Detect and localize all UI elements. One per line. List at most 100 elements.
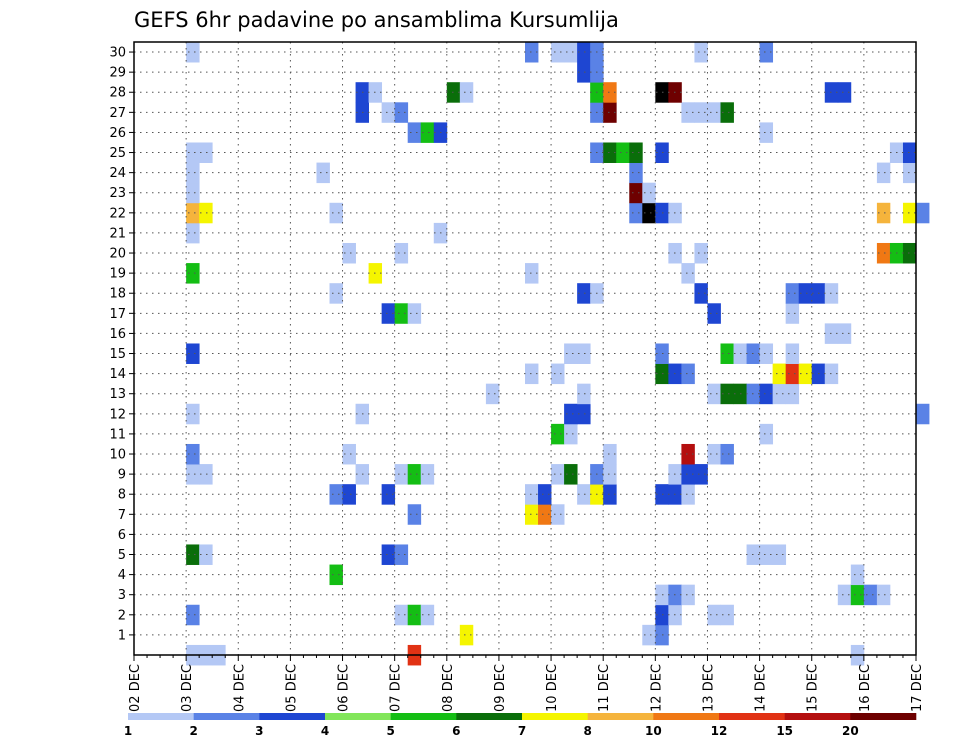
precip-cell	[603, 102, 617, 123]
precip-cell	[381, 102, 396, 123]
y-axis: 1234567891011121314151617181920212223242…	[109, 46, 134, 643]
y-tick-label: 5	[118, 548, 126, 563]
precip-cell	[394, 303, 409, 324]
precip-cell	[759, 122, 774, 143]
color-legend: 1 2 3 4 5 6 7 8 10 12 15 20	[124, 713, 917, 738]
precip-cell	[329, 283, 343, 304]
precip-cell	[577, 403, 591, 425]
precip-cell	[186, 182, 200, 204]
precip-cell	[785, 343, 800, 364]
precip-cell	[850, 564, 865, 586]
precip-cell	[707, 383, 721, 405]
precip-cell	[772, 363, 787, 385]
precip-cell	[629, 162, 643, 184]
x-tick-label: 12 DEC	[649, 664, 664, 712]
y-tick-label: 10	[109, 448, 126, 463]
precip-cell	[629, 182, 643, 204]
x-tick-label: 15 DEC	[806, 664, 821, 712]
precip-cell	[420, 122, 435, 143]
heatmap-cells	[186, 42, 930, 666]
precip-cell	[681, 102, 695, 123]
y-tick-label: 23	[109, 186, 126, 201]
precip-cell	[538, 504, 552, 525]
precip-cell	[525, 504, 539, 525]
x-tick-label: 05 DEC	[284, 664, 299, 712]
legend-label: 1	[124, 724, 132, 738]
precip-cell	[681, 363, 695, 385]
y-tick-label: 9	[118, 468, 126, 483]
precip-cell	[759, 343, 774, 364]
x-tick-label: 11 DEC	[597, 664, 612, 712]
y-tick-label: 8	[118, 488, 126, 503]
precip-cell	[329, 564, 343, 586]
precip-cell	[551, 363, 565, 385]
legend-label: 6	[452, 724, 460, 738]
precip-cell	[772, 544, 787, 565]
precip-cell	[616, 142, 630, 163]
precip-cell	[629, 142, 643, 163]
y-tick-label: 26	[109, 126, 126, 141]
precip-cell	[394, 464, 409, 485]
precip-cell	[837, 323, 852, 344]
legend-swatch	[456, 713, 523, 720]
precip-cell	[694, 283, 708, 304]
legend-swatch	[325, 713, 391, 720]
precip-cell	[525, 263, 539, 284]
legend-label: 2	[189, 724, 197, 738]
x-tick-label: 09 DEC	[493, 664, 508, 712]
precip-cell	[837, 82, 852, 103]
precip-cell	[525, 363, 539, 385]
precip-cell	[342, 443, 356, 465]
precip-cell	[642, 202, 656, 224]
precip-cell	[186, 443, 200, 465]
y-tick-label: 22	[109, 206, 126, 221]
legend-swatch	[522, 713, 588, 720]
precip-cell	[577, 383, 591, 405]
legend-label: 4	[321, 724, 329, 738]
precip-cell	[720, 102, 734, 123]
precip-cell	[316, 162, 330, 184]
precip-cell	[694, 102, 708, 123]
precip-cell	[394, 544, 409, 565]
y-tick-label: 27	[109, 106, 126, 121]
precip-cell	[342, 242, 356, 264]
precip-cell	[707, 604, 721, 626]
precip-cell	[681, 263, 695, 284]
legend-label: 15	[776, 724, 793, 738]
precip-cell	[420, 604, 435, 626]
legend-label: 3	[255, 724, 263, 738]
precip-cell	[199, 544, 213, 565]
precip-cell	[394, 242, 409, 264]
precip-cell	[186, 142, 200, 163]
precip-cell	[186, 222, 200, 244]
precip-cell	[551, 504, 565, 525]
y-tick-label: 30	[109, 46, 126, 61]
precip-cell	[577, 62, 591, 83]
precip-cell	[186, 263, 200, 284]
precip-cell	[759, 423, 774, 445]
precip-cell	[916, 202, 930, 224]
x-tick-label: 03 DEC	[180, 664, 195, 712]
precip-cell	[902, 142, 917, 163]
precip-cell	[525, 42, 539, 63]
grid-lines	[134, 42, 916, 655]
y-tick-label: 24	[109, 166, 126, 181]
precip-cell	[785, 383, 800, 405]
x-tick-label: 07 DEC	[389, 664, 404, 712]
y-tick-label: 3	[118, 588, 126, 603]
x-tick-label: 17 DEC	[910, 664, 925, 712]
precip-cell	[694, 242, 708, 264]
precip-cell	[186, 464, 200, 485]
legend-label: 12	[711, 724, 728, 738]
y-tick-label: 17	[109, 307, 126, 322]
x-tick-label: 02 DEC	[128, 664, 143, 712]
precip-cell	[381, 544, 396, 565]
precip-cell	[681, 584, 695, 606]
y-tick-label: 14	[109, 367, 126, 382]
x-tick-label: 14 DEC	[754, 664, 769, 712]
precip-cell	[785, 283, 800, 304]
precip-cell	[564, 403, 578, 425]
legend-label: 5	[386, 724, 394, 738]
precip-cell	[381, 303, 396, 324]
precip-cell	[707, 102, 721, 123]
